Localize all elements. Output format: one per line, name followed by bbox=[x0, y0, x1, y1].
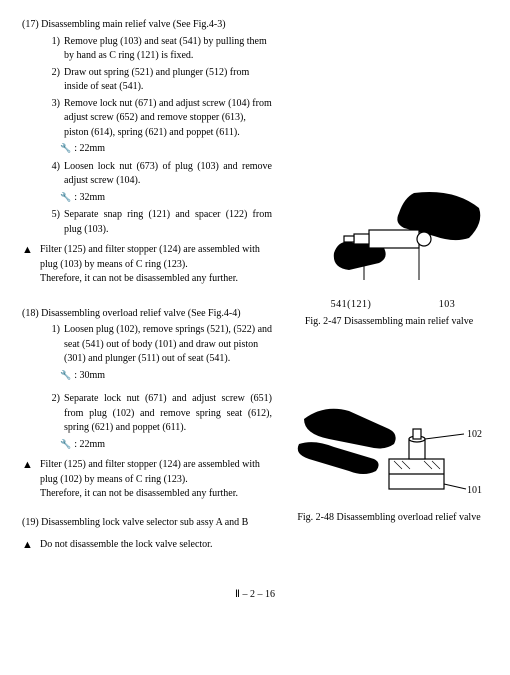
right-column: 541(121) 103 Fig. 2-47 Disassembling mai… bbox=[290, 18, 488, 560]
fig48-caption: Fig. 2-48 Disassembling overload relief … bbox=[290, 511, 488, 526]
warning-17: ▲ Filter (125) and filter stopper (124) … bbox=[22, 243, 272, 287]
step-17-5: 5) Separate snap ring (121) and spacer (… bbox=[40, 208, 272, 237]
figure-2-48: 102 101 Fig. 2-48 Disassembling overload… bbox=[290, 389, 488, 526]
warning-19: ▲ Do not disassemble the lock valve sele… bbox=[22, 538, 272, 554]
fig47-label-left: 541(121) bbox=[316, 298, 386, 313]
section-18-title: (18) Disassembling overload relief valve… bbox=[22, 307, 272, 322]
step-18-1: 1) Loosen plug (102), remove springs (52… bbox=[40, 323, 272, 367]
wrench-17-4: : 32mm bbox=[40, 191, 272, 206]
step-17-3: 3) Remove lock nut (671) and adjust scre… bbox=[40, 97, 272, 141]
fig-48-svg: 102 101 bbox=[294, 389, 484, 509]
left-column: (17) Disassembling main relief valve (Se… bbox=[22, 18, 272, 560]
fig-47-svg bbox=[294, 188, 484, 298]
wrench-18-1: : 30mm bbox=[40, 369, 272, 384]
fig48-label-102: 102 bbox=[467, 429, 482, 440]
fig47-label-right: 103 bbox=[432, 298, 462, 313]
page-number: Ⅱ – 2 – 16 bbox=[22, 588, 488, 603]
wrench-17-3: : 22mm bbox=[40, 142, 272, 157]
step-17-2: 2) Draw out spring (521) and plunger (51… bbox=[40, 66, 272, 95]
fig47-caption: Fig. 2-47 Disassembling main relief valv… bbox=[290, 315, 488, 330]
warning-17-text: Filter (125) and filter stopper (124) ar… bbox=[40, 243, 272, 287]
section-19-title: (19) Disassembling lock valve selector s… bbox=[22, 516, 272, 531]
warning-icon: ▲ bbox=[22, 243, 40, 287]
warning-18-text: Filter (125) and filter stopper (124) ar… bbox=[40, 458, 272, 502]
warning-icon: ▲ bbox=[22, 458, 40, 502]
section-17-title: (17) Disassembling main relief valve (Se… bbox=[22, 18, 272, 33]
warning-19-text: Do not disassemble the lock valve select… bbox=[40, 538, 272, 554]
step-17-4: 4) Loosen lock nut (673) of plug (103) a… bbox=[40, 160, 272, 189]
fig48-label-101: 101 bbox=[467, 485, 482, 496]
figure-2-47: 541(121) 103 Fig. 2-47 Disassembling mai… bbox=[290, 188, 488, 329]
step-18-2: 2) Separate lock nut (671) and adjust sc… bbox=[40, 392, 272, 436]
warning-icon: ▲ bbox=[22, 538, 40, 554]
warning-18: ▲ Filter (125) and filter stopper (124) … bbox=[22, 458, 272, 502]
step-17-1: 1) Remove plug (103) and seat (541) by p… bbox=[40, 35, 272, 64]
wrench-18-2: : 22mm bbox=[40, 438, 272, 453]
